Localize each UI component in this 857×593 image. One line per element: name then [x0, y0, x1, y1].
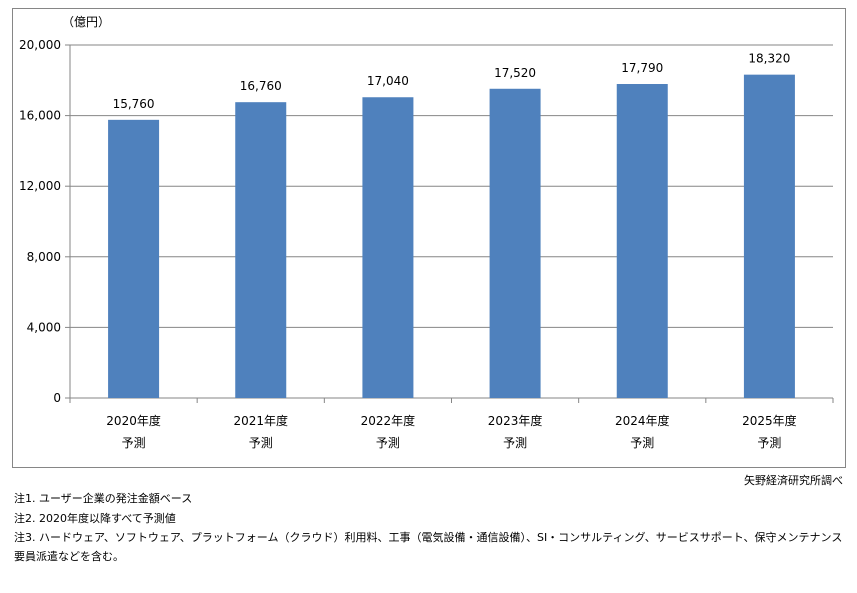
x-tick-sublabel: 予測 [122, 436, 146, 450]
x-tick-label: 2025年度 [742, 413, 797, 428]
x-tick-label: 2020年度 [106, 413, 161, 428]
x-tick-sublabel: 予測 [630, 436, 654, 450]
data-label: 18,320 [748, 52, 790, 66]
data-label: 15,760 [113, 97, 155, 111]
x-tick-label: 2023年度 [488, 413, 543, 428]
y-tick-label: 16,000 [19, 109, 61, 123]
source-label: 矢野経済研究所調べ [744, 474, 843, 487]
x-tick-sublabel: 予測 [757, 436, 781, 450]
data-label: 17,790 [621, 61, 663, 75]
bar-chart: （億円） 0 4,000 8,000 12,000 16,000 20,000 15,760 2… [19, 15, 834, 450]
note-3-continued: 要員派遣などを含む。 [14, 550, 124, 563]
y-axis-unit-label: （億円） [62, 15, 110, 29]
x-tick-label: 2022年度 [361, 413, 416, 428]
x-tick-sublabel: 予測 [376, 436, 400, 450]
y-tick-label: 8,000 [27, 250, 61, 264]
note-3: 注3. ハードウェア、ソフトウェア、プラットフォーム（クラウド）利用料、工事（電… [14, 531, 843, 544]
y-tick-label: 0 [53, 391, 61, 405]
data-label: 17,520 [494, 66, 536, 80]
y-tick-label: 12,000 [19, 179, 61, 193]
x-tick-label: 2021年度 [233, 413, 288, 428]
x-tick-sublabel: 予測 [249, 436, 273, 450]
bar [616, 84, 668, 398]
y-tick-label: 4,000 [27, 320, 61, 334]
data-label: 17,040 [367, 74, 409, 88]
note-1: 注1. ユーザー企業の発注金額ベース [14, 492, 193, 505]
y-tick-label: 20,000 [19, 38, 61, 52]
chart-frame [12, 8, 846, 468]
bar [489, 88, 541, 398]
bar [743, 74, 795, 398]
data-label: 16,760 [240, 79, 282, 93]
note-2: 注2. 2020年度以降すべて予測値 [14, 512, 176, 525]
x-tick-label: 2024年度 [615, 413, 670, 428]
x-tick-sublabel: 予測 [503, 436, 527, 450]
bar [108, 119, 160, 398]
bar [235, 102, 287, 398]
bar [362, 97, 414, 398]
